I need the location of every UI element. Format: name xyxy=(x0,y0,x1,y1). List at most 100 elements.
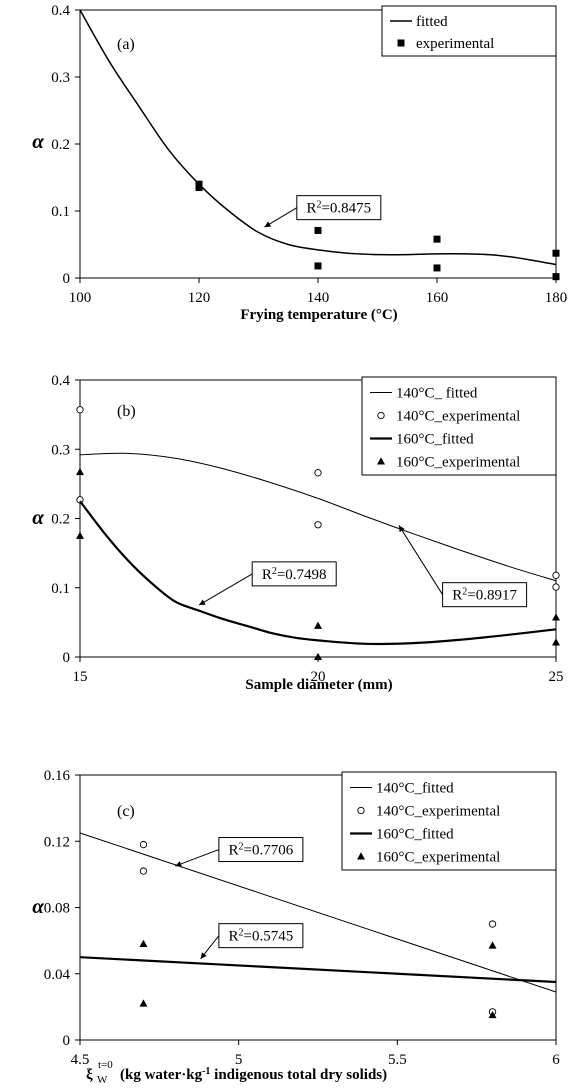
legend-marker-swatch xyxy=(397,39,405,47)
y-axis-label: α xyxy=(32,894,44,918)
x-tick-label: 6 xyxy=(552,1052,560,1068)
annotation-leader xyxy=(175,849,220,867)
x-tick-label: 100 xyxy=(69,290,92,306)
x-tick-label: 180 xyxy=(545,290,568,306)
x-axis-label: Frying temperature (°C) xyxy=(240,307,397,323)
y-tick-label: 0 xyxy=(63,271,71,287)
panel-label: (c) xyxy=(117,803,135,820)
legend-marker-swatch xyxy=(357,852,365,860)
data-point xyxy=(552,638,560,646)
data-point xyxy=(76,406,84,414)
data-point xyxy=(195,180,203,188)
legend-label: 140°C_experimental xyxy=(396,409,520,425)
data-point xyxy=(314,469,322,477)
legend-box xyxy=(381,5,557,57)
x-tick-label: 25 xyxy=(549,669,564,685)
y-axis-label: α xyxy=(32,129,44,153)
data-point xyxy=(488,941,497,949)
annotation-arrowhead xyxy=(199,599,206,606)
x-tick-label: 5.5 xyxy=(388,1052,407,1068)
y-tick-label: 0.2 xyxy=(51,512,70,528)
annotation-box xyxy=(442,582,528,608)
legend: fitted experimental xyxy=(381,5,557,57)
data-point xyxy=(76,531,84,539)
y-tick-label: 0.2 xyxy=(51,137,70,153)
y-tick-label: 0.12 xyxy=(44,834,70,850)
legend-label: 140°C_ fitted xyxy=(396,386,478,402)
legend-label: 140°C_fitted xyxy=(376,781,454,797)
x-tick-label: 4.5 xyxy=(71,1052,90,1068)
legend-marker-swatch xyxy=(377,411,385,420)
series-line-0 xyxy=(79,9,557,266)
series-line-0 xyxy=(79,832,557,993)
annotation-leader xyxy=(198,573,253,606)
y-tick-label: 0.16 xyxy=(44,768,71,784)
annotation-box xyxy=(296,195,382,221)
x-axis-label: Sample diameter (mm) xyxy=(245,677,392,693)
x-axis-symbol: ξ xyxy=(86,1067,93,1083)
data-point xyxy=(139,939,148,947)
data-point xyxy=(139,867,148,875)
legend-label: fitted xyxy=(416,14,448,30)
r-squared-label: R2=0.8475 xyxy=(306,199,371,217)
annotation-arrowhead xyxy=(264,221,272,228)
legend-label: experimental xyxy=(416,36,494,52)
y-tick-label: 0.4 xyxy=(51,373,70,389)
annotation-arrowhead xyxy=(175,861,182,867)
legend: 140°C_ fitted 140°C_experimental 160°C_fit… xyxy=(361,376,557,476)
legend-label: 160°C_experimental xyxy=(396,455,520,471)
y-tick-label: 0.04 xyxy=(44,967,71,983)
annotation-arrowhead xyxy=(200,952,207,959)
data-point xyxy=(552,571,560,579)
x-tick-label: 120 xyxy=(188,290,211,306)
data-point xyxy=(488,1010,497,1019)
series-line-2 xyxy=(79,500,557,646)
legend-label: 160°C_fitted xyxy=(396,432,474,448)
r-squared-label: R2=0.7706 xyxy=(229,841,294,859)
x-tick-label: 20 xyxy=(311,669,326,685)
y-tick-label: 0.3 xyxy=(51,442,70,458)
data-point xyxy=(314,521,322,529)
legend-box xyxy=(361,376,557,476)
data-point xyxy=(314,621,322,629)
series-line-0 xyxy=(79,452,557,582)
y-tick-label: 0.1 xyxy=(51,204,70,220)
chart-panel-a: 0 0.1 0.2 0.3 0.4 100 120 140 160 180 α Frying temp… xyxy=(32,3,567,323)
x-axis-label: (kg water·kg-1 indigenous total dry soli… xyxy=(120,1066,387,1084)
data-point xyxy=(552,613,560,621)
data-point xyxy=(433,264,441,272)
x-tick-label: 5 xyxy=(235,1052,243,1068)
x-axis-superscript: t=0 xyxy=(98,1059,113,1071)
x-tick-label: 140 xyxy=(307,290,330,306)
y-tick-label: 0.08 xyxy=(44,901,70,917)
legend-box xyxy=(341,771,557,871)
annotation-leader xyxy=(264,207,298,228)
data-point xyxy=(552,273,560,281)
data-point xyxy=(314,226,322,234)
y-tick-label: 0.4 xyxy=(51,3,70,19)
y-tick-label: 0 xyxy=(63,1033,71,1049)
legend-label: 160°C_fitted xyxy=(376,827,454,843)
r-squared-label: R2=0.5745 xyxy=(229,927,294,945)
annotation-box xyxy=(218,837,304,863)
annotation-box xyxy=(218,923,304,949)
y-tick-label: 0.1 xyxy=(51,581,70,597)
x-tick-label: 160 xyxy=(426,290,449,306)
panel-label: (a) xyxy=(117,36,135,53)
annotation-box xyxy=(251,561,337,587)
legend-label: 160°C_experimental xyxy=(376,850,500,866)
legend-marker-swatch xyxy=(357,806,365,815)
annotation-arrowhead xyxy=(398,525,405,533)
r-squared-label: R2=0.7498 xyxy=(262,565,327,583)
data-point xyxy=(433,235,441,243)
r-squared-label: R2=0.8917 xyxy=(452,586,517,604)
panel-label: (b) xyxy=(117,403,136,420)
chart-panel-c: 0 0.04 0.08 0.12 0.16 4.5 5 5.5 6 α ξ Wt=0 (kg water… xyxy=(32,768,560,1086)
y-axis-label: α xyxy=(32,505,44,529)
y-tick-label: 0 xyxy=(63,650,71,666)
series-line-2 xyxy=(79,956,557,984)
data-point xyxy=(314,262,322,270)
data-point xyxy=(76,467,84,476)
x-tick-label: 15 xyxy=(73,669,88,685)
